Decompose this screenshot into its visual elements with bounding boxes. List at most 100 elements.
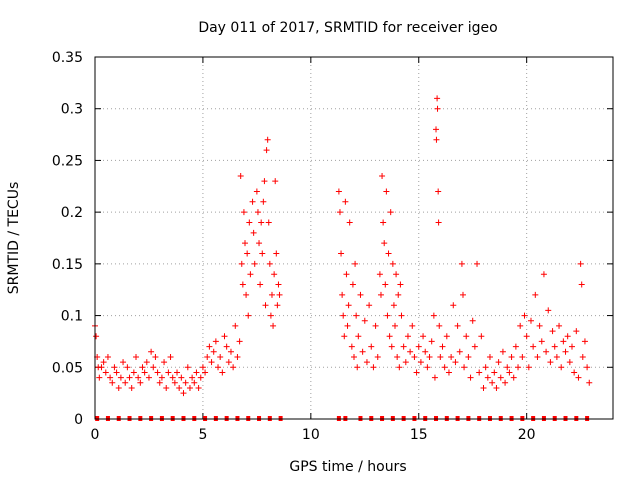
data-point xyxy=(246,219,253,226)
data-point xyxy=(355,333,362,340)
data-point xyxy=(480,384,487,391)
data-point xyxy=(261,178,268,185)
data-point xyxy=(584,364,591,371)
data-point xyxy=(394,353,401,360)
data-point xyxy=(527,317,534,324)
data-point xyxy=(335,188,342,195)
data-point xyxy=(343,271,350,278)
data-point xyxy=(413,369,420,376)
data-point xyxy=(178,374,185,381)
data-point xyxy=(404,333,411,340)
data-point xyxy=(424,364,431,371)
data-point xyxy=(382,281,389,288)
data-point xyxy=(217,353,224,360)
data-point xyxy=(433,136,440,143)
y-tick-label: 0.35 xyxy=(52,50,83,66)
data-point xyxy=(508,353,515,360)
data-point xyxy=(536,322,543,329)
data-point xyxy=(400,343,407,350)
data-point xyxy=(489,379,496,386)
data-point xyxy=(471,343,478,350)
data-point xyxy=(96,374,103,381)
data-point xyxy=(431,374,438,381)
data-point xyxy=(167,353,174,360)
data-point xyxy=(256,240,263,247)
data-point xyxy=(102,369,109,376)
data-point xyxy=(189,374,196,381)
data-point xyxy=(465,353,472,360)
data-point xyxy=(272,178,279,185)
data-point xyxy=(384,312,391,319)
data-point xyxy=(434,95,441,102)
data-point xyxy=(368,343,375,350)
data-point xyxy=(467,374,474,381)
data-point xyxy=(407,348,414,355)
data-point xyxy=(163,384,170,391)
data-point xyxy=(251,260,258,267)
data-point xyxy=(366,302,373,309)
data-point xyxy=(338,250,345,257)
y-tick-label: 0 xyxy=(74,412,83,428)
data-point xyxy=(109,379,116,386)
data-point xyxy=(265,219,272,226)
data-point xyxy=(195,384,202,391)
data-point xyxy=(250,229,257,236)
data-point xyxy=(206,343,213,350)
y-tick-label: 0.3 xyxy=(61,102,83,118)
data-point xyxy=(386,333,393,340)
data-point xyxy=(372,322,379,329)
data-point xyxy=(171,379,178,386)
data-point xyxy=(260,198,267,205)
y-tick-label: 0.1 xyxy=(61,309,83,325)
ticks xyxy=(94,56,613,420)
data-point xyxy=(387,209,394,216)
data-point xyxy=(564,333,571,340)
x-tick-label: 15 xyxy=(410,427,428,443)
data-point xyxy=(193,369,200,376)
data-point xyxy=(556,322,563,329)
data-point xyxy=(540,271,547,278)
data-point xyxy=(575,374,582,381)
data-point xyxy=(276,291,283,298)
data-point xyxy=(352,260,359,267)
data-point xyxy=(433,126,440,133)
data-point xyxy=(130,369,137,376)
data-point xyxy=(263,147,270,154)
data-point xyxy=(270,322,277,329)
data-point xyxy=(510,374,517,381)
data-point xyxy=(476,369,483,376)
data-point xyxy=(221,333,228,340)
data-point xyxy=(267,312,274,319)
data-point xyxy=(506,369,513,376)
data-point xyxy=(581,338,588,345)
data-point xyxy=(411,353,418,360)
data-point xyxy=(259,250,266,257)
data-point xyxy=(199,364,206,371)
data-point xyxy=(571,369,578,376)
data-point xyxy=(135,374,142,381)
data-point xyxy=(254,209,261,216)
data-point xyxy=(210,348,217,355)
data-point xyxy=(361,317,368,324)
x-tick-label: 10 xyxy=(302,427,320,443)
data-point xyxy=(141,369,148,376)
data-point xyxy=(379,172,386,179)
data-point xyxy=(344,322,351,329)
data-point xyxy=(450,302,457,309)
data-point xyxy=(128,384,135,391)
data-point xyxy=(499,348,506,355)
data-point xyxy=(232,322,239,329)
data-point xyxy=(452,359,459,366)
data-point xyxy=(396,364,403,371)
data-point xyxy=(402,359,409,366)
data-point xyxy=(340,312,347,319)
data-point xyxy=(482,364,489,371)
data-point xyxy=(212,338,219,345)
data-point xyxy=(191,379,198,386)
data-point xyxy=(370,364,377,371)
data-point xyxy=(219,369,226,376)
data-point xyxy=(530,343,537,350)
data-point xyxy=(566,359,573,366)
data-point xyxy=(422,348,429,355)
data-point xyxy=(547,359,554,366)
